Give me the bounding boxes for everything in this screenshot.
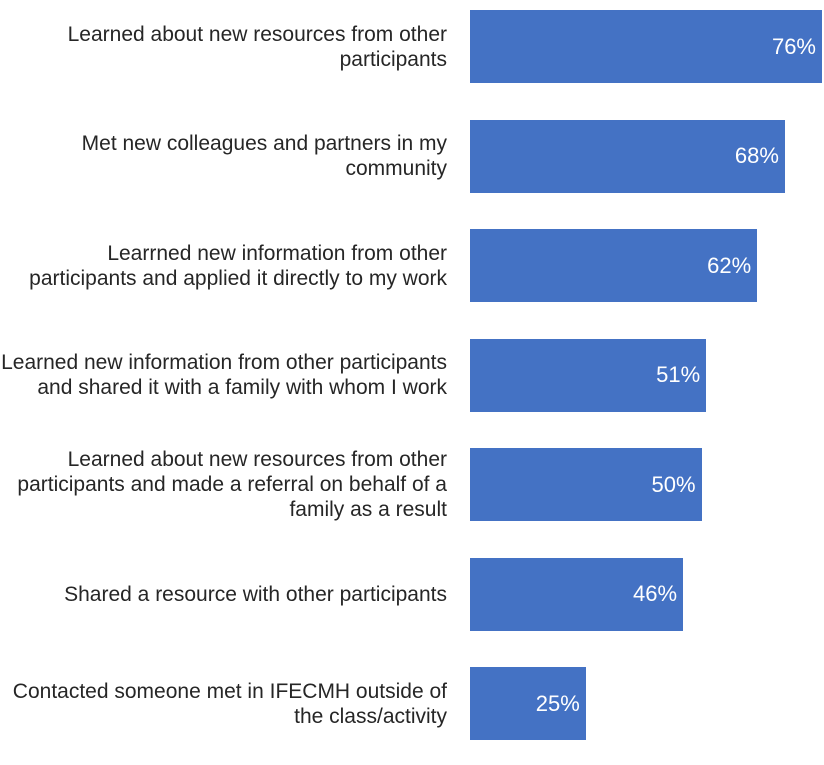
value-label: 46% xyxy=(633,581,678,606)
category-label: Learrned new information from other part… xyxy=(29,241,447,290)
bar xyxy=(470,557,684,631)
bar xyxy=(470,667,586,740)
bar xyxy=(470,229,758,302)
value-label: 68% xyxy=(734,143,779,168)
category-label: Shared a resource with other participant… xyxy=(64,582,447,606)
value-label: 25% xyxy=(535,690,580,716)
category-label: Learned new information from other parti… xyxy=(1,351,447,399)
category-label: Met new colleagues and partners in my co… xyxy=(81,132,447,180)
bar xyxy=(470,119,785,193)
category-label: Contacted someone met in IFECMH outside … xyxy=(12,679,447,728)
value-label: 50% xyxy=(651,471,696,497)
bar xyxy=(470,448,702,521)
bar xyxy=(470,338,707,412)
value-label: 62% xyxy=(707,252,752,278)
category-label: Learned about new resources from other p… xyxy=(17,448,447,521)
value-label: 51% xyxy=(656,362,701,387)
bar xyxy=(470,10,822,83)
category-label: Learned about new resources from other p… xyxy=(67,22,447,71)
value-label: 76% xyxy=(771,33,816,59)
